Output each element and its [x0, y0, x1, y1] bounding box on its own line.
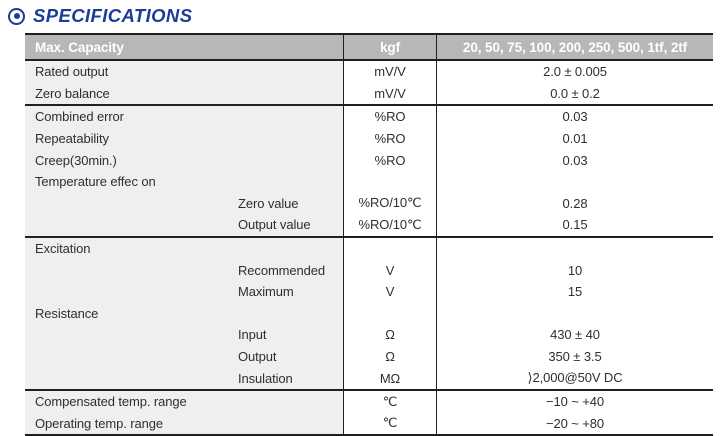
row-unit: %RO [343, 149, 437, 171]
table-row: Compensated temp. range℃−10 ~ +40 [25, 391, 713, 413]
row-unit: mV/V [343, 61, 437, 83]
row-label: Temperature effec on [25, 171, 343, 193]
row-value: 0.28 [437, 193, 713, 215]
row-value: 350 ± 3.5 [437, 346, 713, 368]
row-unit: %RO [343, 106, 437, 128]
table-row: Excitation [25, 238, 713, 260]
row-value: 15 [437, 281, 713, 303]
row-unit: %RO/10℃ [343, 193, 437, 215]
row-unit: mV/V [343, 83, 437, 105]
row-label: Insulation [25, 367, 343, 389]
row-value [437, 238, 713, 260]
table-row: Operating temp. range℃−20 ~ +80 [25, 413, 713, 436]
row-unit: Ω [343, 324, 437, 346]
row-value: 0.03 [437, 149, 713, 171]
row-unit [343, 303, 437, 325]
row-value: 0.15 [437, 214, 713, 236]
row-unit: ℃ [343, 391, 437, 413]
row-value: 430 ± 40 [437, 324, 713, 346]
row-unit: V [343, 281, 437, 303]
row-unit: Ω [343, 346, 437, 368]
row-value: −10 ~ +40 [437, 391, 713, 413]
row-value: 10 [437, 259, 713, 281]
page-title: SPECIFICATIONS [33, 5, 192, 27]
table-row: Resistance [25, 303, 713, 325]
row-label: Zero value [25, 193, 343, 215]
double-circle-bullet-icon [8, 8, 25, 25]
row-value: 0.01 [437, 128, 713, 150]
row-label: Rated output [25, 61, 343, 83]
row-label: Maximum [25, 281, 343, 303]
row-label: Repeatability [25, 128, 343, 150]
row-value [437, 171, 713, 193]
row-label: Output [25, 346, 343, 368]
section-title: SPECIFICATIONS [8, 3, 192, 29]
row-value: −20 ~ +80 [437, 413, 713, 435]
row-value [437, 303, 713, 325]
row-label: Creep(30min.) [25, 149, 343, 171]
row-value: 2.0 ± 0.005 [437, 61, 713, 83]
header-unit-kgf: kgf [343, 35, 437, 59]
table-row: Temperature effec on [25, 171, 713, 193]
row-label: Operating temp. range [25, 413, 343, 435]
row-unit [343, 171, 437, 193]
header-max-capacity: Max. Capacity [25, 35, 343, 59]
row-label: Combined error [25, 106, 343, 128]
header-capacity-values: 20, 50, 75, 100, 200, 250, 500, 1tf, 2tf [437, 35, 713, 59]
row-value: 0.03 [437, 106, 713, 128]
row-unit: %RO [343, 128, 437, 150]
row-unit: V [343, 259, 437, 281]
row-label: Recommended [25, 259, 343, 281]
row-unit: %RO/10℃ [343, 214, 437, 236]
row-value: 0.0 ± 0.2 [437, 83, 713, 105]
row-label: Resistance [25, 303, 343, 325]
row-label: Excitation [25, 238, 343, 260]
row-unit [343, 238, 437, 260]
row-label: Compensated temp. range [25, 391, 343, 413]
row-unit: ℃ [343, 413, 437, 435]
row-unit: MΩ [343, 367, 437, 389]
row-label: Zero balance [25, 83, 343, 105]
row-label: Input [25, 324, 343, 346]
specifications-table: Max. Capacity kgf 20, 50, 75, 100, 200, … [25, 33, 713, 436]
row-label: Output value [25, 214, 343, 236]
row-value: ⟩2,000@50V DC [437, 367, 713, 389]
table-header-row: Max. Capacity kgf 20, 50, 75, 100, 200, … [25, 35, 713, 61]
